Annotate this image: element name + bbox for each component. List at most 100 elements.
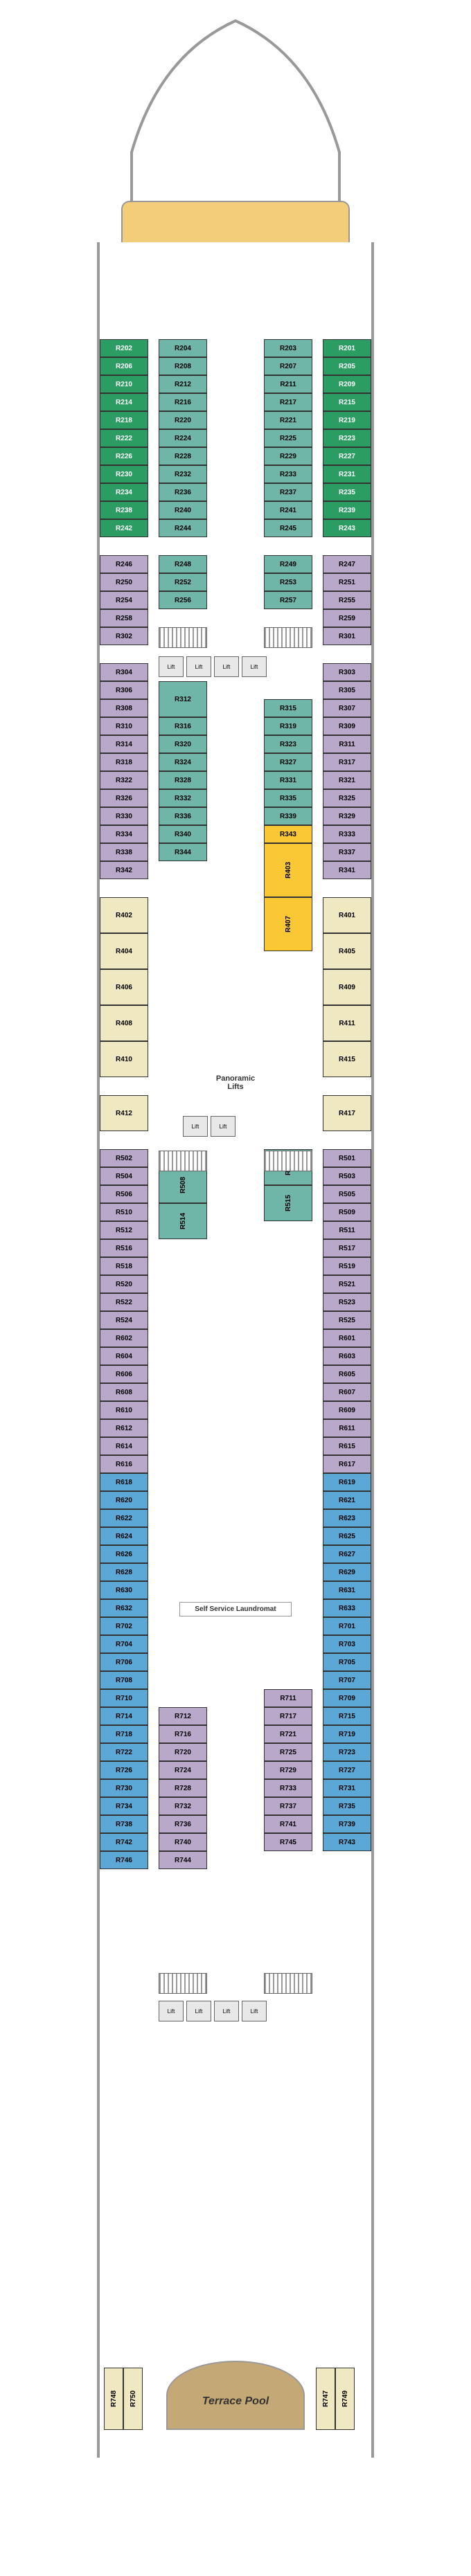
cabin-R255[interactable]: R255 — [323, 591, 371, 609]
cabin-R622[interactable]: R622 — [100, 1509, 148, 1527]
cabin-R624[interactable]: R624 — [100, 1527, 148, 1545]
cabin-R321[interactable]: R321 — [323, 771, 371, 789]
cabin-R220[interactable]: R220 — [159, 411, 207, 429]
cabin-R730[interactable]: R730 — [100, 1779, 148, 1797]
cabin-R737[interactable]: R737 — [264, 1797, 312, 1815]
cabin-R747[interactable]: R747 — [316, 2368, 335, 2430]
cabin-R310[interactable]: R310 — [100, 717, 148, 735]
cabin-R728[interactable]: R728 — [159, 1779, 207, 1797]
cabin-R407[interactable]: R407 — [264, 897, 312, 951]
cabin-R521[interactable]: R521 — [323, 1275, 371, 1293]
cabin-R336[interactable]: R336 — [159, 807, 207, 825]
cabin-R301[interactable]: R301 — [323, 627, 371, 645]
cabin-R733[interactable]: R733 — [264, 1779, 312, 1797]
cabin-R245[interactable]: R245 — [264, 519, 312, 537]
cabin-R319[interactable]: R319 — [264, 717, 312, 735]
cabin-R233[interactable]: R233 — [264, 465, 312, 483]
cabin-R224[interactable]: R224 — [159, 429, 207, 447]
cabin-R232[interactable]: R232 — [159, 465, 207, 483]
cabin-R408[interactable]: R408 — [100, 1005, 148, 1041]
cabin-R709[interactable]: R709 — [323, 1689, 371, 1707]
cabin-R508[interactable]: R508 — [159, 1167, 207, 1203]
cabin-R306[interactable]: R306 — [100, 681, 148, 699]
cabin-R323[interactable]: R323 — [264, 735, 312, 753]
cabin-R246[interactable]: R246 — [100, 555, 148, 573]
cabin-R230[interactable]: R230 — [100, 465, 148, 483]
cabin-R312[interactable]: R312 — [159, 681, 207, 717]
cabin-R415[interactable]: R415 — [323, 1041, 371, 1077]
cabin-R701[interactable]: R701 — [323, 1617, 371, 1635]
cabin-R748[interactable]: R748 — [104, 2368, 123, 2430]
cabin-R222[interactable]: R222 — [100, 429, 148, 447]
cabin-R612[interactable]: R612 — [100, 1419, 148, 1437]
cabin-R237[interactable]: R237 — [264, 483, 312, 501]
cabin-R203[interactable]: R203 — [264, 339, 312, 357]
cabin-R710[interactable]: R710 — [100, 1689, 148, 1707]
cabin-R633[interactable]: R633 — [323, 1599, 371, 1617]
cabin-R254[interactable]: R254 — [100, 591, 148, 609]
cabin-R504[interactable]: R504 — [100, 1167, 148, 1185]
cabin-R252[interactable]: R252 — [159, 573, 207, 591]
cabin-R606[interactable]: R606 — [100, 1365, 148, 1383]
cabin-R523[interactable]: R523 — [323, 1293, 371, 1311]
cabin-R502[interactable]: R502 — [100, 1149, 148, 1167]
cabin-R742[interactable]: R742 — [100, 1833, 148, 1851]
cabin-R227[interactable]: R227 — [323, 447, 371, 465]
cabin-R209[interactable]: R209 — [323, 375, 371, 393]
cabin-R605[interactable]: R605 — [323, 1365, 371, 1383]
cabin-R343[interactable]: R343 — [264, 825, 312, 843]
cabin-R744[interactable]: R744 — [159, 1851, 207, 1869]
cabin-R611[interactable]: R611 — [323, 1419, 371, 1437]
cabin-R619[interactable]: R619 — [323, 1473, 371, 1491]
cabin-R248[interactable]: R248 — [159, 555, 207, 573]
cabin-R711[interactable]: R711 — [264, 1689, 312, 1707]
cabin-R216[interactable]: R216 — [159, 393, 207, 411]
cabin-R341[interactable]: R341 — [323, 861, 371, 879]
cabin-R206[interactable]: R206 — [100, 357, 148, 375]
cabin-R327[interactable]: R327 — [264, 753, 312, 771]
cabin-R510[interactable]: R510 — [100, 1203, 148, 1221]
cabin-R749[interactable]: R749 — [335, 2368, 355, 2430]
cabin-R723[interactable]: R723 — [323, 1743, 371, 1761]
cabin-R218[interactable]: R218 — [100, 411, 148, 429]
cabin-R621[interactable]: R621 — [323, 1491, 371, 1509]
cabin-R702[interactable]: R702 — [100, 1617, 148, 1635]
cabin-R509[interactable]: R509 — [323, 1203, 371, 1221]
cabin-R602[interactable]: R602 — [100, 1329, 148, 1347]
cabin-R719[interactable]: R719 — [323, 1725, 371, 1743]
cabin-R740[interactable]: R740 — [159, 1833, 207, 1851]
cabin-R239[interactable]: R239 — [323, 501, 371, 519]
cabin-R210[interactable]: R210 — [100, 375, 148, 393]
cabin-R215[interactable]: R215 — [323, 393, 371, 411]
cabin-R703[interactable]: R703 — [323, 1635, 371, 1653]
cabin-R324[interactable]: R324 — [159, 753, 207, 771]
cabin-R303[interactable]: R303 — [323, 663, 371, 681]
cabin-R745[interactable]: R745 — [264, 1833, 312, 1851]
cabin-R249[interactable]: R249 — [264, 555, 312, 573]
cabin-R340[interactable]: R340 — [159, 825, 207, 843]
cabin-R511[interactable]: R511 — [323, 1221, 371, 1239]
cabin-R223[interactable]: R223 — [323, 429, 371, 447]
cabin-R627[interactable]: R627 — [323, 1545, 371, 1563]
cabin-R212[interactable]: R212 — [159, 375, 207, 393]
cabin-R604[interactable]: R604 — [100, 1347, 148, 1365]
cabin-R334[interactable]: R334 — [100, 825, 148, 843]
cabin-R714[interactable]: R714 — [100, 1707, 148, 1725]
cabin-R525[interactable]: R525 — [323, 1311, 371, 1329]
cabin-R402[interactable]: R402 — [100, 897, 148, 933]
cabin-R221[interactable]: R221 — [264, 411, 312, 429]
cabin-R405[interactable]: R405 — [323, 933, 371, 969]
cabin-R512[interactable]: R512 — [100, 1221, 148, 1239]
cabin-R717[interactable]: R717 — [264, 1707, 312, 1725]
cabin-R608[interactable]: R608 — [100, 1383, 148, 1401]
cabin-R225[interactable]: R225 — [264, 429, 312, 447]
cabin-R317[interactable]: R317 — [323, 753, 371, 771]
cabin-R337[interactable]: R337 — [323, 843, 371, 861]
cabin-R219[interactable]: R219 — [323, 411, 371, 429]
cabin-R207[interactable]: R207 — [264, 357, 312, 375]
cabin-R236[interactable]: R236 — [159, 483, 207, 501]
cabin-R314[interactable]: R314 — [100, 735, 148, 753]
cabin-R729[interactable]: R729 — [264, 1761, 312, 1779]
cabin-R330[interactable]: R330 — [100, 807, 148, 825]
cabin-R333[interactable]: R333 — [323, 825, 371, 843]
